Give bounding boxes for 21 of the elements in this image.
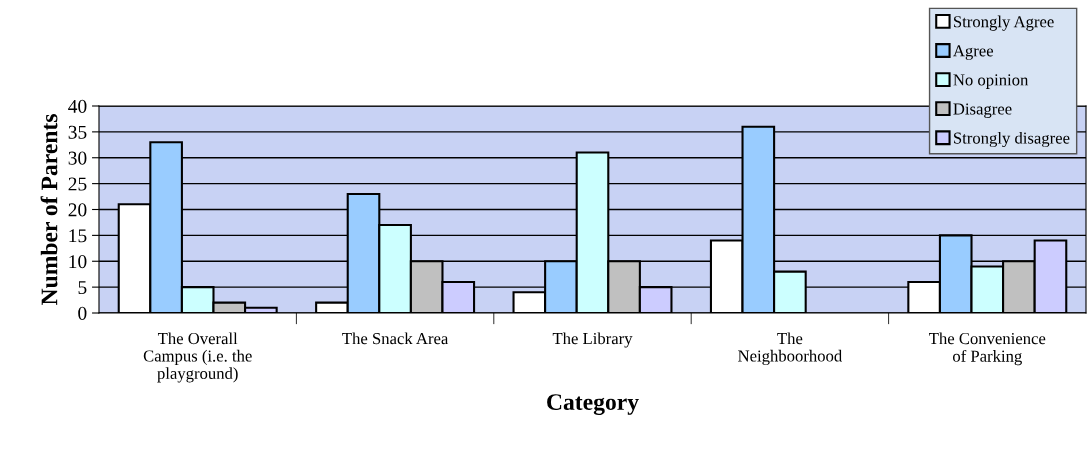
y-tick-label: 40 xyxy=(68,99,87,113)
y-tick-label: 25 xyxy=(68,177,87,191)
y-tick-label: 35 xyxy=(68,125,87,139)
y-tick-label: 5 xyxy=(78,281,87,295)
y-tick-label: 20 xyxy=(68,203,87,217)
x-tick-label: The Convenience of Parking xyxy=(929,332,1046,366)
x-axis-title: Category xyxy=(547,394,639,415)
y-tick-label: 0 xyxy=(78,306,87,320)
x-tick-label: The Overall Campus (i.e. the playground) xyxy=(143,332,252,383)
legend-label: Strongly disagree xyxy=(954,131,1070,148)
y-tick-label: 10 xyxy=(69,255,87,269)
y-tick-label: 15 xyxy=(69,229,87,243)
legend-label: No opinion xyxy=(953,74,1029,89)
legend-label: Agree xyxy=(953,45,994,60)
y-tick-label: 30 xyxy=(68,151,87,165)
x-tick-label: The Library xyxy=(552,332,633,348)
legend-label: Strongly Agree xyxy=(954,15,1054,31)
x-tick-label: The Neighboorhood xyxy=(738,332,842,366)
legend-label: Disagree xyxy=(953,103,1012,119)
y-axis-title: Number of Parents xyxy=(40,114,58,306)
x-tick-label: The Snack Area xyxy=(342,332,449,345)
